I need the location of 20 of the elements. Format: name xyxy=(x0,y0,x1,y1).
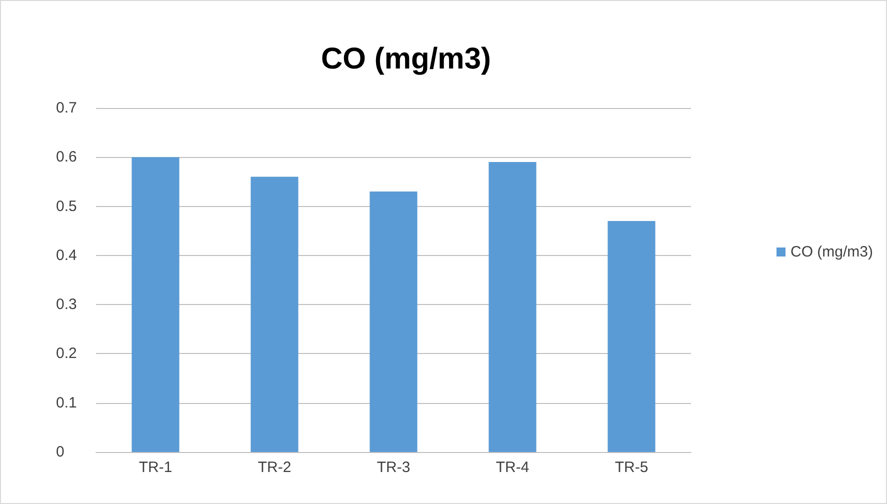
legend-label: CO (mg/m3) xyxy=(790,244,874,260)
y-tick-label: 0.2 xyxy=(56,345,77,362)
y-tick-label: 0.5 xyxy=(56,198,77,215)
bar xyxy=(370,192,418,452)
x-tick-label: TR-5 xyxy=(614,459,648,476)
x-tick-label: TR-1 xyxy=(138,459,172,476)
y-tick-label: 0.3 xyxy=(56,296,77,314)
bar xyxy=(250,176,298,452)
bar xyxy=(488,162,536,452)
bar xyxy=(608,221,656,452)
y-tick-label: 0.7 xyxy=(56,100,77,116)
bar xyxy=(132,157,180,452)
y-tick-label: 0.6 xyxy=(56,148,77,166)
y-tick-label: 0 xyxy=(56,444,64,460)
y-tick-label: 0.4 xyxy=(56,246,77,264)
x-tick-label: TR-4 xyxy=(496,459,530,476)
x-tick-label: TR-2 xyxy=(258,459,292,476)
x-tick-label: TR-3 xyxy=(376,459,410,476)
chart-title: CO (mg/m3) xyxy=(320,42,492,76)
y-tick-label: 0.1 xyxy=(56,394,77,412)
